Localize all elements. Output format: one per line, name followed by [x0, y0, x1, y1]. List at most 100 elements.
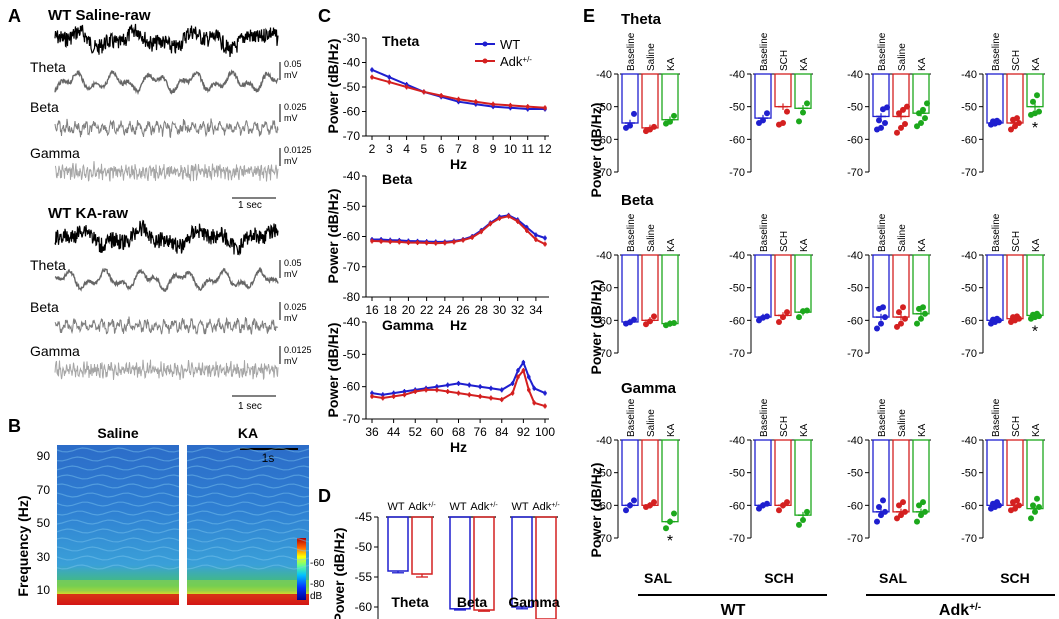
bar	[1026, 254, 1044, 317]
x-tick-label: 20	[402, 303, 416, 317]
x-tick-label: 9	[490, 142, 497, 156]
scale-unit-gamma-ka: mV	[284, 356, 298, 366]
data-point	[918, 120, 924, 126]
x-tick-label: 8	[472, 142, 479, 156]
data-point	[874, 518, 880, 525]
y-tick-label: -70	[343, 260, 361, 274]
y-tick-label: -60	[847, 500, 863, 512]
data-point	[796, 521, 802, 528]
bar	[986, 254, 1004, 321]
bar-label: KA	[666, 57, 677, 71]
subchart-Beta-2: -40 -50 -60 -70 Baseline Saline KA	[847, 213, 931, 360]
data-point	[474, 99, 478, 104]
x-tick-label: 92	[517, 425, 531, 439]
band-label-theta-ka: Theta	[30, 257, 66, 273]
group-bar-label: Adk+/-	[408, 501, 436, 513]
group-label: Beta	[457, 594, 488, 610]
chart-C-theta: -30 -40 -50 -60 -70 2 3 4 5 6 7 8 9 10 11 12 Hz Theta WT Ad…	[343, 31, 552, 172]
treatment-label: SCH	[1000, 570, 1030, 586]
data-point	[800, 517, 806, 524]
bar-label: KA	[1031, 57, 1042, 71]
data-point	[651, 313, 657, 320]
data-point	[379, 239, 383, 244]
panel-b: Frequency (Hz) Saline KA 1s 90 70 50 30 …	[15, 425, 325, 605]
bar-label: Baseline	[877, 398, 888, 437]
data-point	[445, 389, 450, 394]
data-point	[1016, 502, 1022, 509]
colorbar-tick-60: -60	[310, 558, 325, 569]
spectrogram-saline-theta	[57, 594, 179, 605]
data-point	[896, 502, 902, 509]
y-tick-label: -40	[343, 315, 361, 329]
data-point	[780, 502, 786, 509]
x-tick-label: 100	[535, 425, 555, 439]
data-point	[627, 502, 633, 509]
data-point	[922, 115, 928, 122]
subchart-Beta-1: -40 -50 -60 -70 Baseline SCH KA	[729, 213, 813, 360]
spectrogram-texture	[186, 528, 310, 534]
spectrogram-texture	[56, 564, 180, 570]
bar-label: Baseline	[759, 32, 770, 71]
subchart-Theta-0: -40 -50 -60 -70 Baseline Saline KA	[596, 32, 680, 179]
data-point	[404, 85, 409, 89]
group-bar-label: Adk+/-	[470, 501, 498, 513]
bar-label: KA	[666, 238, 677, 252]
y-tick-label: -60	[729, 500, 745, 512]
data-point	[413, 389, 418, 394]
data-point	[900, 106, 906, 113]
data-point	[916, 110, 922, 117]
group-bar-label: WT	[449, 501, 466, 513]
bar-label: Baseline	[626, 398, 637, 437]
data-point	[516, 368, 520, 373]
y-tick-label: -70	[343, 129, 361, 143]
spectrogram-texture	[56, 492, 180, 498]
panel-e: Theta Power (dB/Hz) -40 -50 -60 -70 Baseline Sa…	[588, 11, 1055, 619]
spectrogram-texture	[56, 519, 180, 525]
spectrogram-texture	[56, 483, 180, 489]
y-tick-label: -50	[961, 102, 977, 114]
data-point	[435, 388, 439, 392]
y-tick-label: -50	[596, 283, 612, 295]
treatment-label: SCH	[764, 570, 794, 586]
panel-label-a: A	[8, 6, 21, 26]
bar-label: KA	[1031, 238, 1042, 252]
data-point	[924, 100, 930, 107]
chart-C-gamma: -40 -50 -60 -70 36 44 52 60 68 76 84 92 100 Hz Gamma	[343, 315, 556, 455]
ytick-30: 30	[37, 550, 51, 564]
bar	[621, 254, 639, 323]
scale-unit-theta-ka: mV	[284, 269, 298, 279]
theta-trace-0	[54, 68, 279, 96]
bar-label: Saline	[646, 224, 657, 252]
y-axis-label: Power (dB/Hz)	[325, 323, 341, 418]
y-tick-label: -50	[343, 347, 361, 361]
y-tick-label: -50	[847, 468, 863, 480]
beta-trace-0	[54, 118, 279, 138]
bar-label: SCH	[1011, 50, 1022, 71]
legend-marker	[482, 41, 488, 47]
x-tick-label: 4	[403, 142, 410, 156]
y-tick-label: -70	[847, 348, 863, 360]
data-point	[1014, 497, 1020, 504]
data-point	[478, 394, 482, 399]
data-point	[515, 219, 520, 224]
spectrogram-texture	[186, 483, 310, 489]
data-point	[406, 240, 411, 245]
bar-label: Baseline	[991, 213, 1002, 252]
data-point	[667, 118, 673, 125]
data-point	[488, 221, 493, 226]
data-point	[920, 304, 926, 311]
bar	[1006, 73, 1024, 124]
data-point	[922, 310, 928, 317]
data-point	[651, 499, 657, 506]
significance-marker: *	[1032, 324, 1038, 341]
data-point	[880, 304, 886, 311]
row-title: Theta	[621, 11, 662, 28]
bar-label: SCH	[779, 50, 790, 71]
y-tick-label: -70	[596, 533, 612, 545]
panel-a: WT Saline-raw Theta Beta Gamma 0.05 mV 0…	[30, 7, 312, 412]
data-point	[424, 241, 429, 245]
subchart-Beta-3: -40 -50 -60 -70 Baseline SCH KA *	[961, 213, 1045, 360]
data-point	[370, 239, 374, 243]
bar-label: Baseline	[626, 32, 637, 71]
data-point	[499, 397, 504, 402]
